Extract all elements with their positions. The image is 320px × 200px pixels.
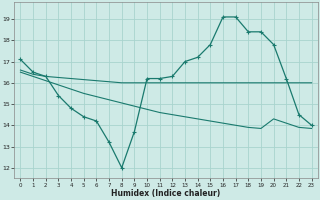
X-axis label: Humidex (Indice chaleur): Humidex (Indice chaleur) (111, 189, 221, 198)
